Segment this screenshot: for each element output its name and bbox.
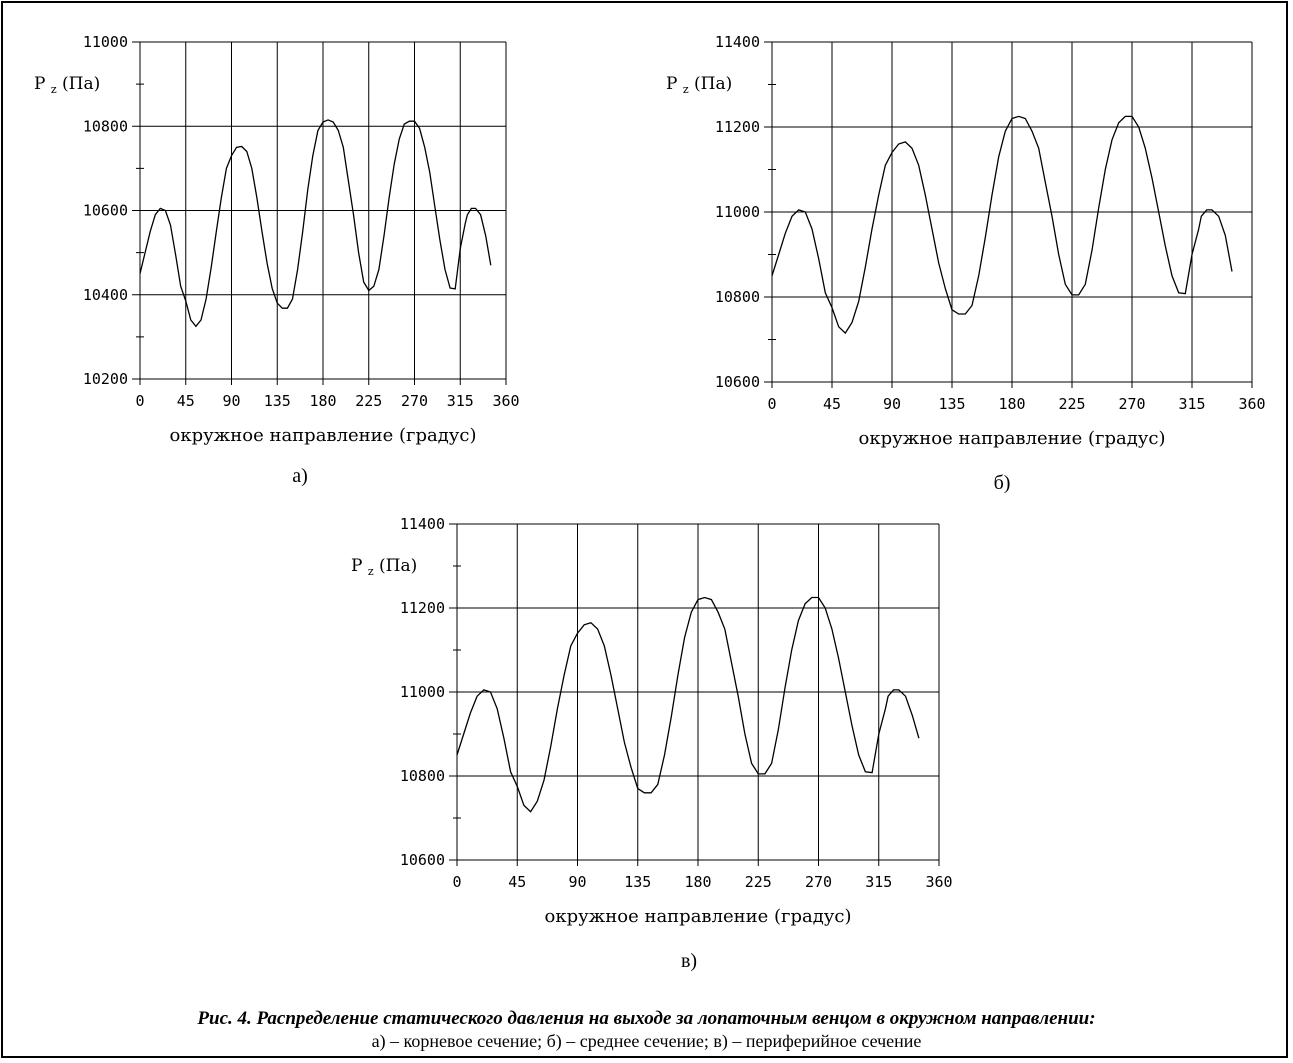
y-axis-label: P z (Па): [34, 74, 100, 96]
y-tick-label: 10600: [83, 202, 128, 220]
x-tick-label: 360: [492, 392, 519, 410]
y-tick-label: 11000: [400, 683, 445, 701]
pressure-curve: [456, 596, 920, 813]
x-tick-label: 270: [1118, 395, 1145, 413]
y-axis-label-main: P: [666, 74, 683, 94]
x-tick-label: 0: [767, 395, 776, 413]
pressure-curve: [771, 115, 1233, 335]
x-tick-label: 315: [865, 873, 892, 891]
y-tick-label: 11400: [400, 515, 445, 533]
y-tick-label: 11000: [715, 203, 760, 221]
x-axis-label: окружное направление (градус): [858, 428, 1165, 449]
y-tick-label: 10600: [715, 373, 760, 391]
x-tick-label: 270: [401, 392, 428, 410]
x-tick-label: 0: [452, 873, 461, 891]
y-axis-label-main: P: [34, 74, 51, 94]
x-tick-label: 90: [568, 873, 586, 891]
x-tick-label: 45: [177, 392, 195, 410]
y-tick-label: 10400: [83, 286, 128, 304]
x-tick-label: 225: [745, 873, 772, 891]
x-axis-label: окружное направление (градус): [169, 425, 476, 446]
y-tick-label: 11200: [400, 599, 445, 617]
caption-sub: а) – корневое сечение; б) – среднее сече…: [371, 1031, 922, 1051]
x-tick-label: 45: [823, 395, 841, 413]
y-tick-label: 11200: [715, 118, 760, 136]
x-tick-label: 90: [222, 392, 240, 410]
y-axis-label-unit: (Па): [374, 556, 418, 576]
y-axis-label: P z (Па): [666, 74, 732, 96]
x-tick-label: 360: [925, 873, 952, 891]
y-axis-label-sub: z: [51, 83, 57, 96]
y-tick-label: 10800: [400, 767, 445, 785]
pressure-curve: [139, 119, 492, 328]
x-tick-label: 135: [938, 395, 965, 413]
x-tick-label: 135: [624, 873, 651, 891]
x-tick-label: 0: [135, 392, 144, 410]
y-tick-label: 10600: [400, 851, 445, 869]
y-axis-label-main: P: [351, 556, 368, 576]
x-tick-label: 315: [1178, 395, 1205, 413]
y-tick-label: 10800: [83, 117, 128, 135]
y-axis-label-unit: (Па): [57, 74, 101, 94]
y-axis-label: P z (Па): [351, 556, 417, 578]
x-tick-label: 360: [1238, 395, 1265, 413]
caption-main: Рис. 4. Распределение статического давле…: [197, 1008, 1096, 1029]
x-axis-label: окружное направление (градус): [544, 906, 851, 927]
panel-label: б): [994, 472, 1011, 494]
x-tick-label: 315: [447, 392, 474, 410]
x-tick-label: 90: [883, 395, 901, 413]
y-axis-label-sub: z: [683, 83, 689, 96]
x-tick-label: 180: [998, 395, 1025, 413]
y-tick-label: 10800: [715, 288, 760, 306]
y-axis-label-sub: z: [368, 565, 374, 578]
x-tick-label: 180: [309, 392, 336, 410]
x-tick-label: 45: [508, 873, 526, 891]
panel-label: в): [681, 950, 697, 972]
x-tick-label: 225: [1058, 395, 1085, 413]
x-tick-label: 270: [805, 873, 832, 891]
y-tick-label: 11400: [715, 33, 760, 51]
x-tick-label: 180: [684, 873, 711, 891]
x-tick-label: 225: [355, 392, 382, 410]
x-tick-label: 135: [264, 392, 291, 410]
y-tick-label: 11000: [83, 33, 128, 51]
panel-label: а): [292, 465, 308, 487]
figure-caption: Рис. 4. Распределение статического давле…: [0, 1008, 1293, 1052]
y-axis-label-unit: (Па): [689, 74, 733, 94]
y-tick-label: 10200: [83, 370, 128, 388]
